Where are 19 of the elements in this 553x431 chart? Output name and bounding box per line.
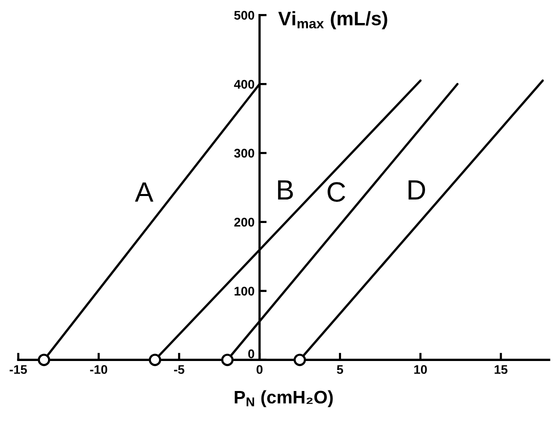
x-tick-label: -10	[90, 365, 108, 374]
x-axis-title: P$_{N}$ (cmH₂O)	[234, 390, 333, 408]
y-tick-label: 500	[234, 10, 254, 20]
series-label: D	[408, 180, 426, 200]
y-tick-label: 100	[234, 286, 254, 296]
y-axis-title: Vi$_{max}$ (mL/s)	[278, 11, 388, 30]
y-tick-label: 400	[234, 80, 254, 89]
x-tick-label: -5	[174, 365, 184, 374]
y-tick-label: 300	[234, 148, 254, 158]
series-label: B	[278, 180, 293, 200]
y-tick-label: 200	[234, 218, 254, 227]
x-tick-label: 15	[494, 365, 508, 374]
x-tick-label: -15	[10, 365, 27, 374]
y-tick-label: 0	[248, 349, 254, 358]
x-tick-label: 10	[414, 365, 427, 374]
series-label: C	[328, 182, 346, 202]
x-tick-label: 5	[336, 365, 344, 374]
x-tick-label: 0	[256, 365, 263, 374]
series-label: A	[134, 182, 154, 202]
